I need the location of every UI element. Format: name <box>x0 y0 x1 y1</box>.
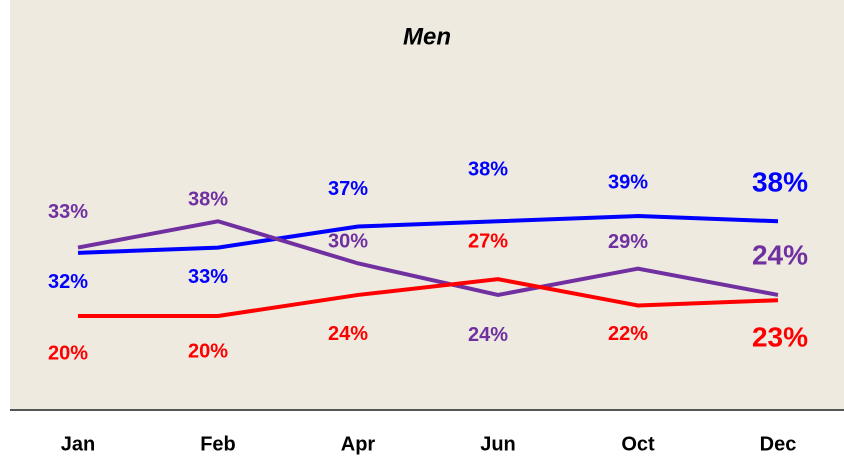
data-label: 24% <box>468 324 508 346</box>
series-line <box>77 213 779 255</box>
data-label: 20% <box>188 340 228 362</box>
data-label: 30% <box>328 231 368 253</box>
data-label: 39% <box>608 171 648 193</box>
plot-background <box>10 0 844 410</box>
x-tick-label: Jan <box>61 433 95 455</box>
data-label: 37% <box>328 178 368 200</box>
chart-title: Men <box>403 23 451 50</box>
x-tick-label: Jun <box>480 433 516 455</box>
data-label: 32% <box>48 271 88 293</box>
data-label: 27% <box>468 230 508 252</box>
data-label: 24% <box>328 323 368 345</box>
x-tick-label: Oct <box>621 433 655 455</box>
data-label: 38% <box>468 159 508 181</box>
series-line <box>77 219 779 297</box>
data-label: 38% <box>752 167 808 198</box>
data-label: 33% <box>188 266 228 288</box>
data-label: 24% <box>752 239 808 270</box>
data-label: 20% <box>48 342 88 364</box>
data-label: 38% <box>188 189 228 211</box>
series-line <box>78 277 779 318</box>
data-label: 22% <box>608 323 648 345</box>
data-label: 33% <box>48 201 88 223</box>
data-label: 29% <box>608 231 648 253</box>
x-tick-label: Apr <box>341 433 376 455</box>
x-tick-label: Dec <box>760 433 797 455</box>
x-tick-label: Feb <box>200 433 236 455</box>
data-label: 23% <box>752 322 808 353</box>
